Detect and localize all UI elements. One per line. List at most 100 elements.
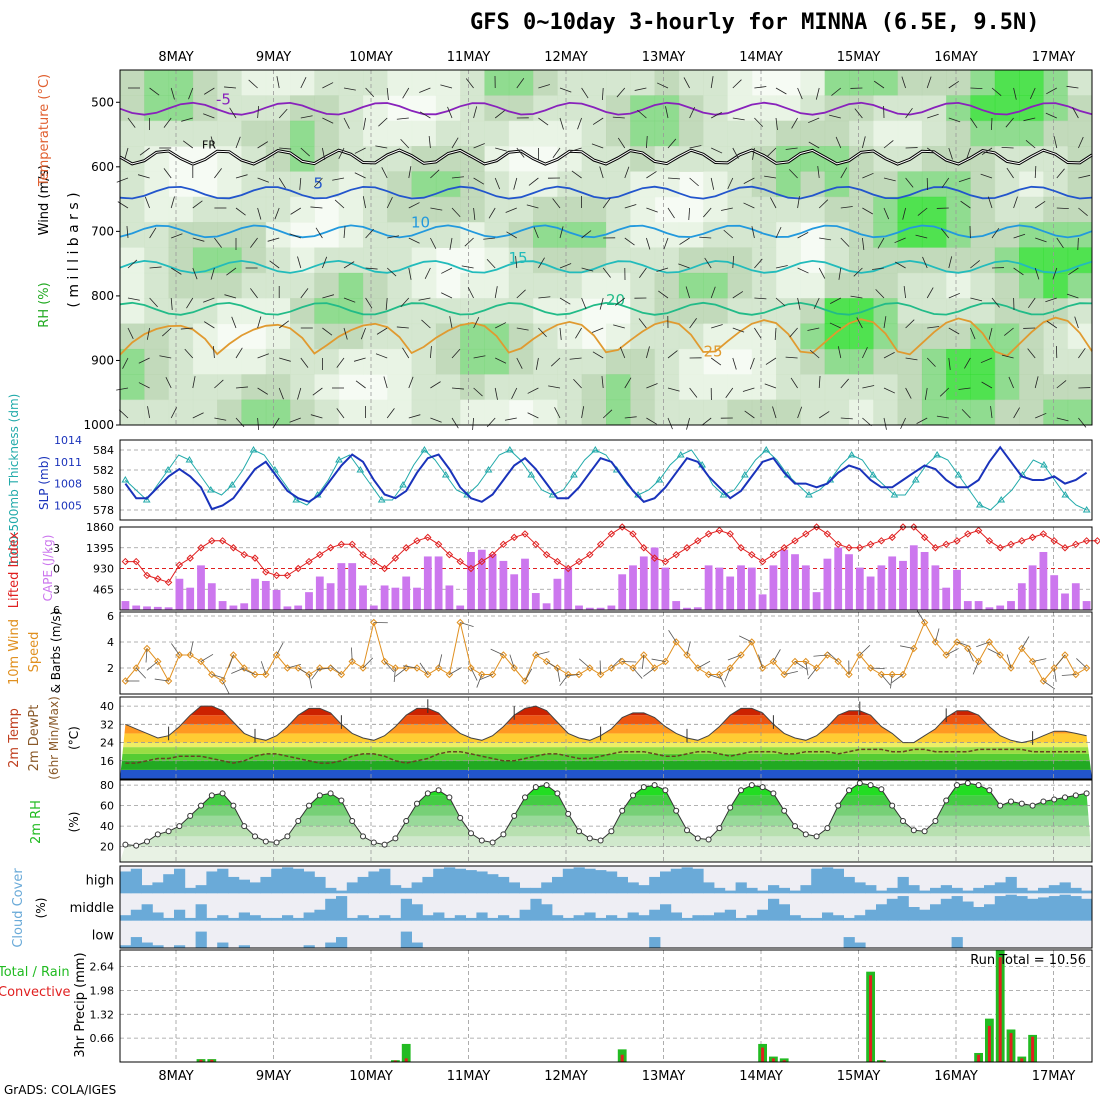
- rh-shade-cell: [120, 196, 145, 223]
- lifted-index-marker: [974, 526, 983, 535]
- rh-marker: [586, 835, 593, 842]
- wind-speed-marker: [910, 644, 918, 653]
- wind-barb: [385, 297, 388, 310]
- wind-barb: [601, 376, 604, 389]
- cloud-middle-bar: [249, 915, 261, 921]
- thickness-marker: [676, 451, 685, 458]
- rh-shade-cell: [970, 70, 996, 96]
- rh-shade-cell: [994, 399, 1020, 426]
- pressure-tick-label: 600: [91, 160, 114, 174]
- wind-barb: [970, 327, 976, 340]
- rh-marker: [273, 839, 280, 846]
- cape-bar: [197, 565, 205, 610]
- surface-wind-barb: [449, 667, 462, 675]
- wind-barb: [473, 177, 485, 185]
- surface-wind-barb: [881, 674, 891, 686]
- date-label-bottom: 14MAY: [739, 1069, 783, 1084]
- cloud-middle-bar: [994, 896, 1006, 921]
- rh-shade-cell: [776, 247, 801, 274]
- rh-shade-cell: [921, 348, 947, 375]
- cloud-low-bar: [130, 937, 142, 948]
- wind-barb: [559, 87, 572, 93]
- rh-marker: [122, 841, 129, 848]
- wind-barb: [815, 87, 820, 100]
- wind-barb: [210, 136, 215, 149]
- wind-barb: [149, 266, 162, 269]
- wind-speed-marker: [920, 618, 929, 627]
- cloud-middle-bar: [908, 907, 920, 921]
- rh-marker: [932, 818, 939, 824]
- wind-barb: [428, 136, 431, 149]
- rh-marker: [684, 827, 690, 834]
- wind-barb: [1052, 267, 1058, 280]
- rh-shade-cell: [606, 196, 631, 223]
- cloud-middle-bar: [670, 912, 682, 921]
- lifted-index-marker: [910, 523, 918, 531]
- cape-bar: [175, 578, 184, 610]
- rh-marker: [144, 838, 150, 845]
- lifted-index-marker: [380, 564, 389, 573]
- cloud-high-bar: [735, 882, 747, 894]
- temperature-contour-label: -5: [216, 91, 231, 109]
- wind-barb: [269, 260, 280, 269]
- rh-shade-cell: [120, 399, 145, 426]
- lifted-index-marker: [802, 530, 810, 538]
- rh-shade-cell: [897, 196, 923, 223]
- wind-barb: [354, 147, 366, 154]
- wind-speed-marker: [650, 664, 659, 672]
- rh-marker: [630, 792, 636, 799]
- rh-shade-cell: [484, 70, 510, 96]
- wind-speed-marker: [132, 664, 140, 672]
- wind-barb: [883, 316, 887, 329]
- cloud-high-bar: [184, 887, 196, 894]
- thickness-marker: [570, 471, 578, 478]
- lifted-index-marker: [164, 578, 173, 587]
- wind-barb: [483, 237, 496, 240]
- wind-barb: [569, 357, 582, 360]
- rh-marker: [856, 780, 863, 787]
- rh-marker: [1040, 798, 1047, 805]
- wind-speed-marker: [272, 651, 281, 659]
- cloud-high-bar: [120, 871, 132, 894]
- wind-barb: [204, 87, 215, 95]
- temperature-contour-label: 10: [411, 213, 430, 231]
- wind-barb: [354, 172, 366, 179]
- rh-shade-cell: [265, 374, 291, 401]
- wind-barb: [602, 409, 613, 419]
- cape-bar: [305, 592, 313, 610]
- rh-shade-cell: [484, 298, 510, 325]
- wind-barb: [386, 197, 393, 209]
- wind-barb: [573, 378, 582, 389]
- cloud-middle-bar: [411, 904, 423, 921]
- thickness-marker: [377, 496, 386, 503]
- wind-barb: [688, 207, 690, 220]
- lifted-index-marker: [121, 557, 130, 566]
- thickness-marker: [505, 446, 514, 453]
- cape-bar: [315, 576, 324, 610]
- rh-shade-cell: [630, 171, 656, 198]
- cloud-high-bar: [465, 870, 477, 894]
- wind-speed-marker: [586, 664, 594, 672]
- wind-barb: [430, 381, 441, 389]
- cape-bar: [801, 565, 810, 610]
- wind-barb: [322, 117, 334, 124]
- surface-wind-barb: [967, 648, 974, 662]
- wind-speed-marker: [294, 664, 302, 672]
- wind-axis-label-3: & Barbs (m/s): [49, 611, 63, 694]
- cloud-low-bar: [951, 937, 963, 948]
- wind-barb: [838, 267, 842, 280]
- rh-marker: [468, 830, 474, 837]
- wind-barb: [506, 231, 518, 239]
- wind-barb: [960, 200, 971, 209]
- wind-barb: [548, 385, 561, 389]
- wind-barb: [667, 350, 678, 359]
- wind-barb: [754, 117, 764, 127]
- rh-shade-cell: [411, 399, 437, 426]
- rh-marker: [489, 839, 496, 846]
- rh-shade-cell: [1043, 272, 1069, 299]
- wind-speed-marker: [791, 657, 799, 666]
- wind-barb: [791, 117, 798, 129]
- rh-shade-cell: [581, 70, 607, 96]
- date-label-top: 11MAY: [447, 50, 491, 65]
- slp-tick-label: 1008: [54, 478, 82, 491]
